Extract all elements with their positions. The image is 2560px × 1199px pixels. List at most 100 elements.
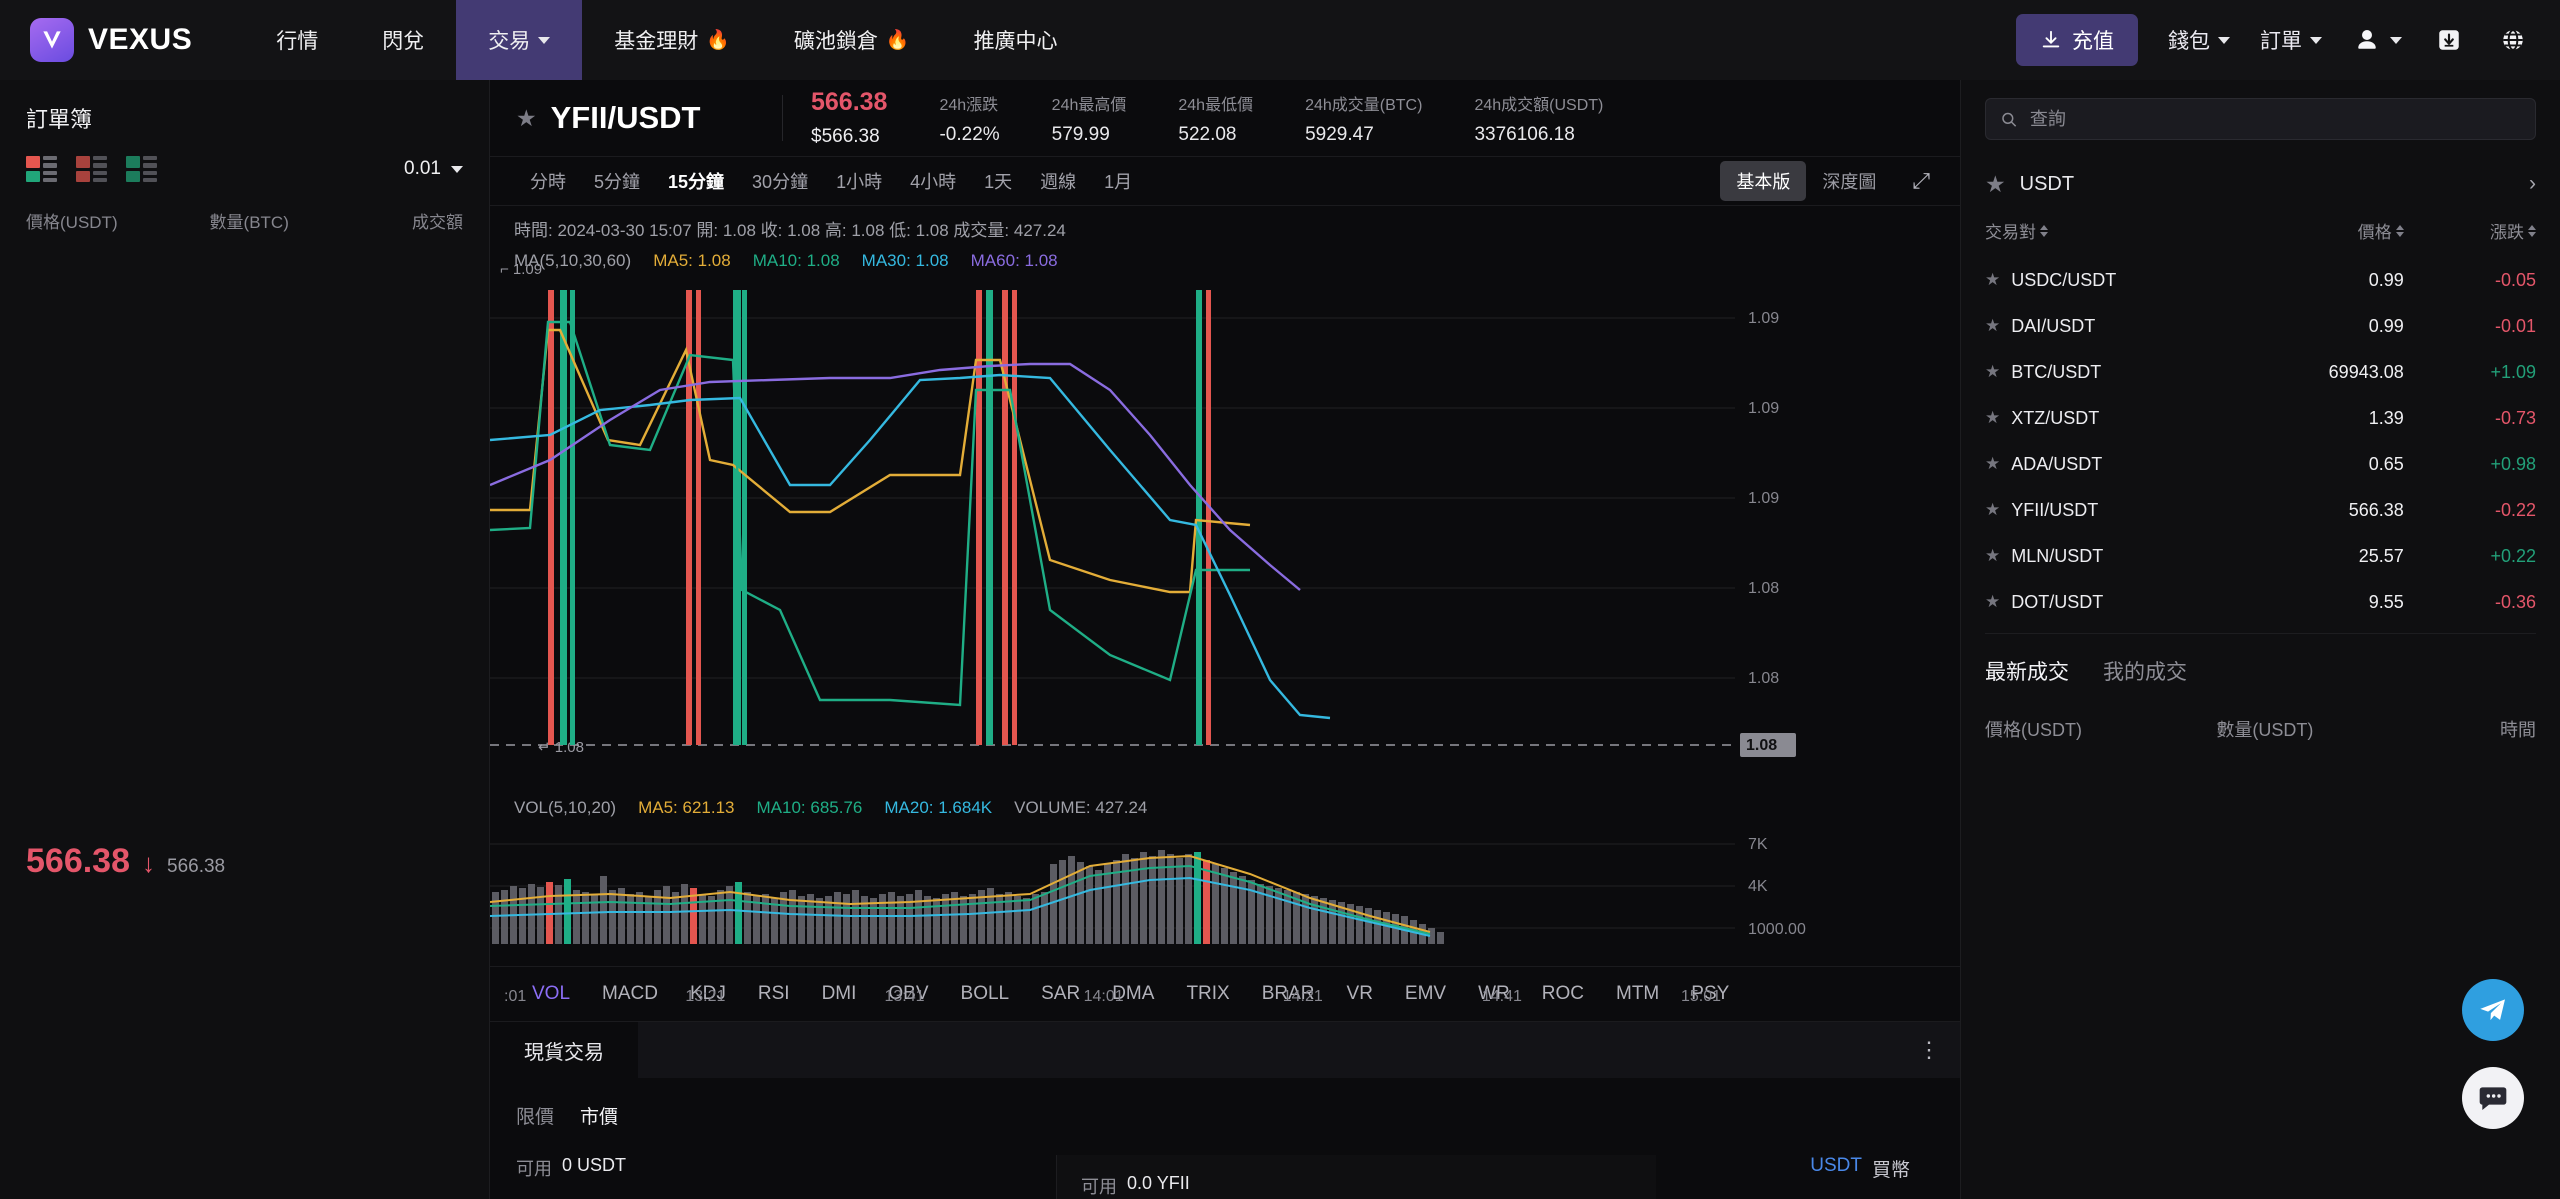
table-row[interactable]: ★ USDC/USDT 0.99 -0.05: [1985, 257, 2536, 303]
favorite-star-icon[interactable]: ★: [1985, 546, 2001, 565]
nav-item-swap[interactable]: 閃兌: [350, 0, 456, 80]
col-change[interactable]: 漲跌: [2404, 218, 2536, 243]
timeframe-tab-1w[interactable]: 週線: [1040, 172, 1077, 193]
orders-menu[interactable]: 訂單: [2260, 25, 2322, 55]
orderbook-mode-both-icon[interactable]: [26, 156, 58, 182]
favorite-star-icon[interactable]: ★: [1985, 316, 2001, 335]
favorite-star-icon[interactable]: ★: [1985, 170, 2006, 197]
price-chart[interactable]: 時間: 2024-03-30 15:07 開: 1.08 收: 1.08 高: …: [490, 206, 1960, 1005]
chart-mode-basic[interactable]: 基本版: [1720, 161, 1807, 202]
trade-panel-menu-icon[interactable]: ⋮: [1918, 1037, 1942, 1062]
timeframe-tab-1h[interactable]: 1小時: [836, 172, 883, 193]
table-row[interactable]: ★ DAI/USDT 0.99 -0.01: [1985, 303, 2536, 349]
timeframe-tab-1d[interactable]: 1天: [984, 172, 1013, 193]
ticker-pair[interactable]: ★ YFII/USDT: [516, 100, 776, 136]
tab-my-trades[interactable]: 我的成交: [2103, 661, 2187, 684]
chat-button[interactable]: [2462, 1067, 2524, 1129]
nav-item-fund[interactable]: 基金理財 🔥: [582, 0, 762, 80]
ma30-legend: MA30: 1.08: [861, 251, 949, 271]
indicator-wr[interactable]: WR: [1478, 983, 1510, 1005]
deposit-button[interactable]: 充值: [2016, 14, 2138, 66]
search-icon: [2002, 112, 2017, 127]
col-price[interactable]: 價格: [2238, 218, 2404, 243]
indicator-emv[interactable]: EMV: [1404, 983, 1447, 1005]
timeframe-tab-1m[interactable]: 分時: [530, 172, 566, 193]
sort-icon[interactable]: [2040, 224, 2048, 237]
indicator-vol[interactable]: VOL: [532, 983, 571, 1005]
orderbook-precision-select[interactable]: 0.01: [404, 158, 463, 180]
search-input[interactable]: [2029, 108, 2521, 130]
indicator-mtm[interactable]: MTM: [1616, 983, 1660, 1005]
timeframe-tab-1M[interactable]: 1月: [1104, 172, 1133, 193]
timeframe-tab-4h[interactable]: 4小時: [910, 172, 957, 193]
telegram-button[interactable]: [2462, 979, 2524, 1041]
table-row[interactable]: ★YFI/USDT 8920.51 -0.02: [1985, 625, 2536, 627]
favorite-star-icon[interactable]: ★: [1985, 362, 2001, 381]
indicator-roc[interactable]: ROC: [1541, 983, 1584, 1005]
favorite-star-icon[interactable]: ★: [1985, 408, 2001, 427]
table-row[interactable]: ★ YFII/USDT 566.38 -0.22: [1985, 487, 2536, 533]
wallet-menu[interactable]: 錢包: [2168, 25, 2230, 55]
favorite-star-icon[interactable]: ★: [1985, 592, 2001, 611]
price-axis-labels: 1.09 1.09 1.09 1.08 1.08: [1748, 310, 1779, 687]
indicator-sar[interactable]: SAR: [1041, 983, 1081, 1005]
indicator-vr[interactable]: VR: [1346, 983, 1373, 1005]
indicator-dma[interactable]: DMA: [1112, 983, 1155, 1005]
timeframe-tab-15m[interactable]: 15分鐘: [668, 172, 725, 193]
table-row[interactable]: ★ MLN/USDT 25.57 +0.22: [1985, 533, 2536, 579]
table-row[interactable]: ★ XTZ/USDT 1.39 -0.73: [1985, 395, 2536, 441]
market-list[interactable]: ★ USDC/USDT 0.99 -0.05 ★ DAI/USDT 0.99 -0.…: [1985, 257, 2536, 627]
account-menu[interactable]: [2352, 25, 2402, 55]
v-glyph-icon: [43, 31, 61, 49]
last-price-value: 566.38: [26, 842, 130, 880]
nav-item-trade[interactable]: 交易: [456, 0, 583, 80]
indicator-dmi[interactable]: DMI: [821, 983, 857, 1005]
indicator-psy[interactable]: PSY: [1691, 983, 1730, 1005]
brand-logo[interactable]: VEXUS: [0, 18, 244, 62]
indicator-brar[interactable]: BRAR: [1261, 983, 1315, 1005]
col-pair[interactable]: 交易對: [1985, 218, 2238, 243]
ticker-stat-low: 24h最低價 522.08: [1178, 91, 1253, 146]
change-value: -0.22: [2494, 499, 2536, 520]
indicator-macd[interactable]: MACD: [602, 983, 658, 1005]
nav-item-promotion[interactable]: 推廣中心: [942, 0, 1090, 80]
buy-currency-link[interactable]: USDT 買幣: [1810, 1155, 1934, 1199]
market-search[interactable]: [1985, 98, 2536, 140]
order-type-limit[interactable]: 限價: [516, 1107, 555, 1128]
order-type-market[interactable]: 市價: [580, 1107, 619, 1128]
indicator-boll[interactable]: BOLL: [960, 983, 1010, 1005]
indicator-obv[interactable]: OBV: [888, 983, 929, 1005]
download-app-button[interactable]: [2432, 23, 2466, 57]
table-row[interactable]: ★ DOT/USDT 9.55 -0.36: [1985, 579, 2536, 625]
favorite-star-icon[interactable]: ★: [1985, 270, 2001, 289]
trades-column-headers: 價格(USDT) 數量(USDT) 時間: [1985, 686, 2536, 742]
sort-icon[interactable]: [2395, 224, 2404, 237]
sort-icon[interactable]: [2528, 224, 2536, 237]
timeframe-tab-30m[interactable]: 30分鐘: [752, 172, 809, 193]
stat-label: 24h漲跌: [939, 96, 999, 114]
stat-value: -0.22%: [939, 123, 1000, 145]
change-value: -0.01: [2494, 315, 2536, 336]
nav-item-mining[interactable]: 礦池鎖倉 🔥: [762, 0, 942, 80]
favorite-star-icon[interactable]: ★: [1985, 500, 2001, 519]
language-button[interactable]: [2496, 23, 2530, 57]
table-row[interactable]: ★ ADA/USDT 0.65 +0.98: [1985, 441, 2536, 487]
orderbook-mode-bids-icon[interactable]: [126, 156, 158, 182]
chevron-right-icon[interactable]: ›: [2529, 172, 2536, 195]
timeframe-tab-5m[interactable]: 5分鐘: [594, 172, 641, 193]
stat-label: 24h成交額(USDT): [1474, 96, 1604, 114]
quote-currency-row[interactable]: ★ USDT ›: [1985, 162, 2536, 206]
favorite-star-icon[interactable]: ★: [516, 104, 537, 131]
chart-mode-depth[interactable]: 深度圖: [1822, 172, 1877, 193]
fullscreen-icon[interactable]: ⤢: [1912, 168, 1930, 194]
indicator-kdj[interactable]: KDJ: [689, 983, 726, 1005]
favorite-star-icon[interactable]: ★: [1985, 454, 2001, 473]
indicator-trix[interactable]: TRIX: [1186, 983, 1230, 1005]
table-row[interactable]: ★ BTC/USDT 69943.08 +1.09: [1985, 349, 2536, 395]
indicator-rsi[interactable]: RSI: [757, 983, 790, 1005]
stat-value: 5929.47: [1305, 123, 1374, 145]
tab-recent-trades[interactable]: 最新成交: [1985, 661, 2069, 684]
nav-item-markets[interactable]: 行情: [244, 0, 350, 80]
tab-spot-trading[interactable]: 現貨交易: [490, 1022, 638, 1078]
orderbook-mode-asks-icon[interactable]: [76, 156, 108, 182]
